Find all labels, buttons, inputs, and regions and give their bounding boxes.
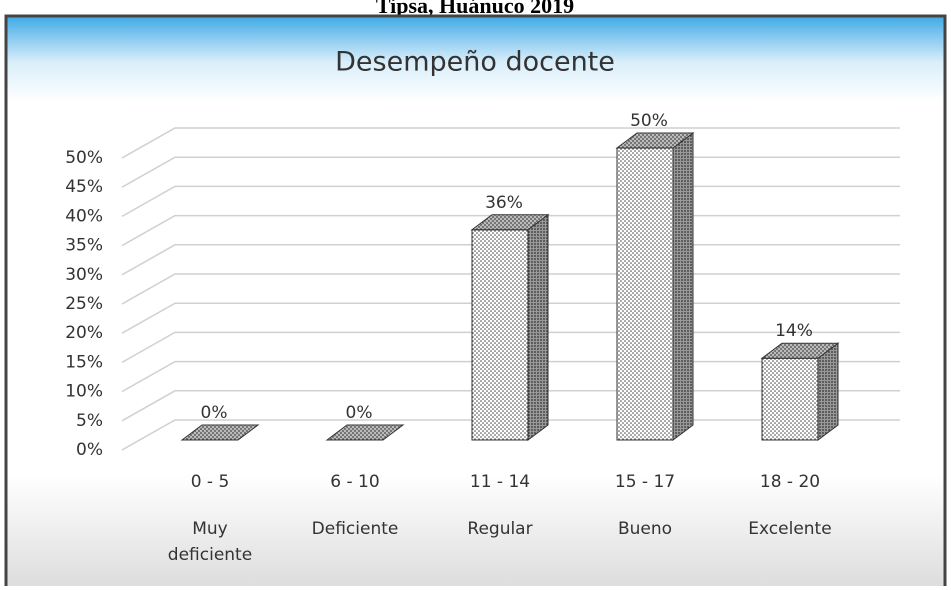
y-tick-label: 10%	[65, 382, 103, 402]
group-label: Deficiente	[311, 519, 399, 539]
y-tick-label: 0%	[76, 440, 103, 460]
x-tick-label: 0 - 5	[191, 472, 230, 492]
y-tick-label: 30%	[65, 265, 103, 285]
bar-side	[672, 132, 694, 441]
bar-top	[180, 424, 260, 441]
group-label-box: Deficiente	[311, 519, 399, 539]
bar-top	[760, 342, 840, 359]
bar-front	[616, 147, 674, 441]
x-tick-label: 18 - 20	[760, 472, 820, 492]
group-label: Excelente	[748, 519, 832, 539]
group-label: Muy deficiente	[167, 519, 253, 565]
y-tick-label: 20%	[65, 323, 103, 343]
bar-side	[817, 342, 839, 441]
bar-top	[325, 424, 405, 441]
y-tick-label: 40%	[65, 206, 103, 226]
x-tick-label: 15 - 17	[615, 472, 675, 492]
heading: Tipsa, Huánuco 2019	[376, 0, 574, 18]
bar-front	[471, 229, 529, 441]
data-label: 50%	[630, 111, 668, 131]
data-label: 0%	[201, 403, 228, 423]
group-label-box: Regular	[467, 519, 533, 539]
group-label: Regular	[467, 519, 533, 539]
data-label: 36%	[485, 193, 523, 213]
bar-top	[615, 132, 695, 149]
x-tick-label: 11 - 14	[470, 472, 530, 492]
bar-side	[527, 213, 549, 441]
group-label-box: Muy deficiente	[167, 519, 253, 565]
y-tick-label: 5%	[76, 411, 103, 431]
group-label-box: Bueno	[617, 519, 673, 539]
y-tick-label: 50%	[65, 148, 103, 168]
y-tick-label: 15%	[65, 352, 103, 372]
group-label-box: Excelente	[748, 519, 832, 539]
y-tick-label: 25%	[65, 294, 103, 314]
chart-title: Desempeño docente	[335, 47, 615, 78]
y-tick-label: 35%	[65, 236, 103, 256]
group-label: Bueno	[617, 519, 673, 539]
x-tick-label: 6 - 10	[330, 472, 379, 492]
grid-line	[121, 127, 900, 159]
data-label: 14%	[775, 321, 813, 341]
y-tick-label: 45%	[65, 177, 103, 197]
data-label: 0%	[346, 403, 373, 423]
bar-front	[761, 357, 819, 441]
bar-top	[470, 214, 550, 231]
